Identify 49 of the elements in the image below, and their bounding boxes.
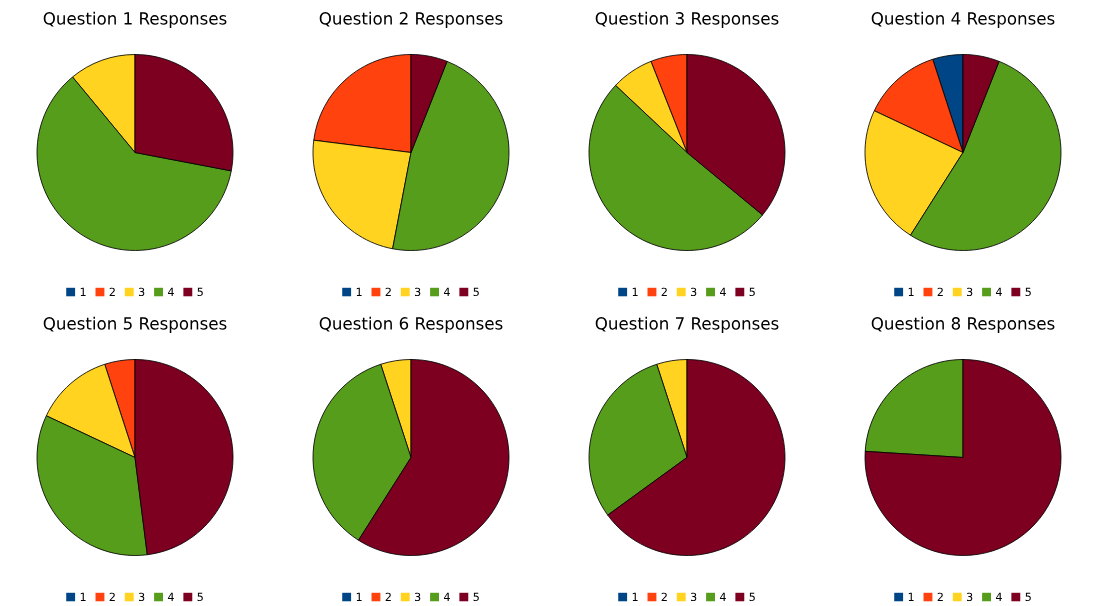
legend-label: 4: [995, 287, 1002, 296]
legend-label: 1: [80, 592, 86, 601]
legend-label: 3: [966, 287, 973, 297]
pie-slice: [864, 359, 1062, 556]
legend-label: 3: [690, 287, 697, 297]
legend-label: 4: [167, 592, 174, 601]
legend-label: 1: [356, 287, 362, 296]
chart-title: Question 6 Responses: [319, 316, 503, 333]
legend-label: 5: [1025, 592, 1031, 602]
legend-label: 1: [632, 592, 638, 601]
legend-label: 4: [995, 592, 1002, 601]
legend-label: 2: [937, 592, 943, 601]
chart-title: Question 4 Responses: [871, 11, 1055, 28]
legend-label: 1: [908, 287, 914, 296]
legend-label: 3: [138, 592, 145, 602]
legend-label: 2: [109, 592, 115, 601]
legend-label: 4: [167, 287, 174, 296]
chart-title: Question 7 Responses: [595, 316, 779, 333]
legend-label: 4: [443, 592, 450, 601]
legend-label: 5: [473, 592, 479, 602]
legend-label: 2: [661, 592, 667, 601]
legend-label: 2: [385, 592, 391, 601]
legend-label: 2: [937, 287, 943, 296]
legend-label: 3: [690, 592, 697, 602]
legend-label: 3: [414, 287, 421, 297]
legend-label: 2: [109, 287, 115, 296]
legend-label: 5: [473, 287, 479, 297]
legend-label: 1: [80, 287, 86, 296]
chart-title: Question 8 Responses: [871, 316, 1055, 333]
legend-label: 5: [749, 592, 755, 602]
legend-label: 5: [1025, 287, 1031, 297]
legend-label: 3: [966, 592, 973, 602]
legend-label: 5: [197, 592, 203, 602]
legend-label: 4: [719, 287, 726, 296]
chart-title: Question 2 Responses: [319, 11, 503, 28]
legend-label: 4: [719, 592, 726, 601]
chart-title: Question 1 Responses: [43, 11, 227, 28]
legend-label: 2: [385, 287, 391, 296]
legend-label: 1: [908, 592, 914, 601]
chart-title: Question 5 Responses: [43, 316, 227, 333]
legend-label: 1: [632, 287, 638, 296]
legend-label: 5: [197, 287, 203, 297]
legend-label: 5: [749, 287, 755, 297]
chart-title: Question 3 Responses: [595, 11, 779, 28]
legend-label: 2: [661, 287, 667, 296]
legend-label: 4: [443, 287, 450, 296]
legend-label: 1: [356, 592, 362, 601]
legend-label: 3: [138, 287, 145, 297]
legend-label: 3: [414, 592, 421, 602]
